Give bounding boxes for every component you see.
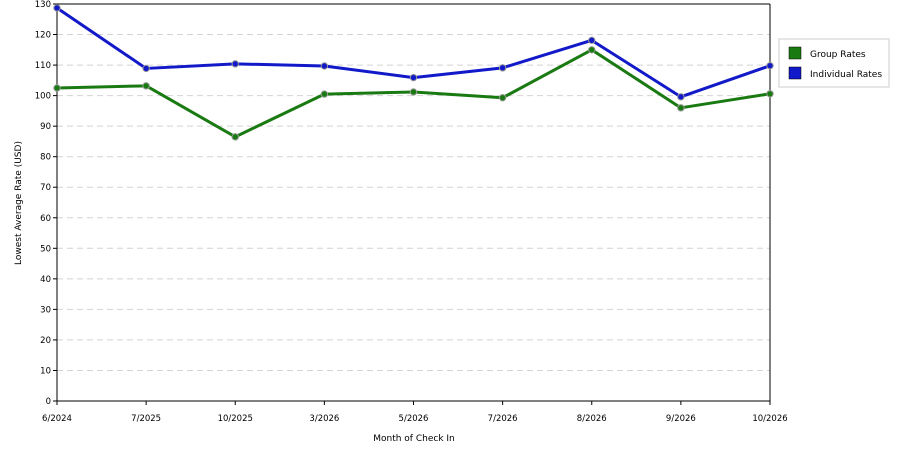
x-axis-title: Month of Check In xyxy=(373,434,455,444)
y-tick-label: 80 xyxy=(40,153,51,163)
legend-label-group-rates: Group Rates xyxy=(810,50,866,60)
data-point-group-rates xyxy=(142,82,150,90)
data-point-individual-rates xyxy=(231,60,239,68)
y-tick-label: 100 xyxy=(35,92,51,102)
legend-label-individual-rates: Individual Rates xyxy=(810,70,882,80)
data-point-group-rates xyxy=(677,104,685,112)
y-tick-label: 130 xyxy=(35,0,51,10)
data-point-group-rates xyxy=(409,88,418,96)
legend-swatch-individual-rates xyxy=(788,66,802,80)
x-tick-label: 9/2026 xyxy=(666,414,696,424)
data-point-group-rates xyxy=(766,90,774,98)
series-lines xyxy=(53,4,774,141)
y-tick-label: 60 xyxy=(40,214,51,224)
data-point-group-rates xyxy=(231,133,239,141)
data-point-individual-rates xyxy=(588,36,596,45)
data-point-individual-rates xyxy=(409,73,418,82)
grid-lines xyxy=(57,34,770,371)
data-point-individual-rates xyxy=(498,64,507,72)
data-point-group-rates xyxy=(320,90,329,98)
data-point-individual-rates xyxy=(53,4,61,12)
data-point-individual-rates xyxy=(766,61,774,70)
data-point-group-rates xyxy=(588,46,596,54)
x-tick-label: 8/2026 xyxy=(577,414,607,424)
data-point-individual-rates xyxy=(320,62,329,70)
series-line-individual-rates xyxy=(56,6,771,99)
legend: Group Rates Individual Rates xyxy=(778,38,890,88)
y-tick-label: 40 xyxy=(40,275,51,285)
x-tick-label: 7/2025 xyxy=(131,414,161,424)
y-tick-label: 30 xyxy=(40,305,51,315)
data-point-group-rates xyxy=(53,84,61,92)
y-tick-label: 110 xyxy=(35,61,51,71)
data-point-individual-rates xyxy=(677,93,685,101)
data-point-individual-rates xyxy=(142,64,150,73)
y-tick-label: 70 xyxy=(40,183,51,193)
x-tick-label: 10/2026 xyxy=(752,414,787,424)
x-tick-label: 10/2025 xyxy=(218,414,253,424)
x-tick-label: 3/2026 xyxy=(309,414,339,424)
y-tick-label: 0 xyxy=(46,397,51,407)
y-tick-label: 10 xyxy=(40,366,51,376)
y-axis-title: Lowest Average Rate (USD) xyxy=(14,141,24,265)
x-tick-label: 7/2026 xyxy=(488,414,518,424)
x-tick-label: 5/2026 xyxy=(399,414,429,424)
x-tick-labels: 6/2024 7/2025 10/2025 3/2026 5/2026 7/2026 8/2… xyxy=(42,401,788,424)
y-tick-labels: 0 10 20 30 40 50 60 70 80 90 100 110 120 130 xyxy=(35,0,57,407)
y-tick-label: 120 xyxy=(35,31,51,41)
y-tick-label: 50 xyxy=(40,244,51,254)
legend-swatch-group-rates xyxy=(788,46,802,60)
data-point-group-rates xyxy=(498,94,507,102)
y-tick-label: 90 xyxy=(40,122,51,132)
x-tick-label: 6/2024 xyxy=(42,414,72,424)
y-tick-label: 20 xyxy=(40,336,51,346)
axes xyxy=(56,3,771,402)
